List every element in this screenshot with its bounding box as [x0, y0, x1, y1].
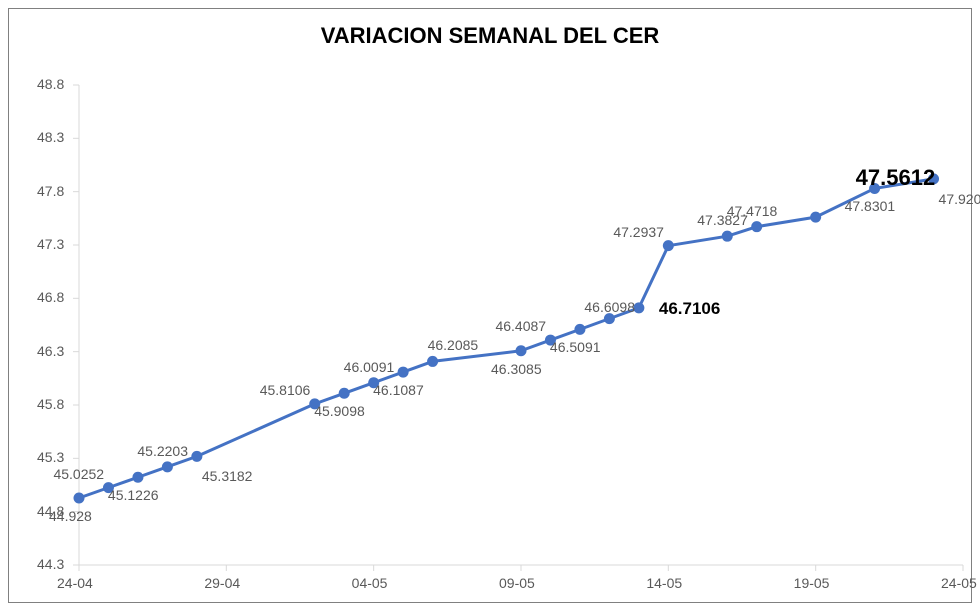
y-tick-label: 47.8 — [37, 183, 69, 199]
data-marker — [191, 451, 202, 462]
data-point-label: 46.4087 — [495, 318, 546, 334]
x-tick-label: 04-05 — [352, 575, 388, 591]
data-point-label: 46.1087 — [373, 382, 424, 398]
data-point-label: 47.2937 — [613, 224, 664, 240]
data-point-label: 46.7106 — [659, 299, 720, 319]
data-marker — [516, 345, 527, 356]
data-point-label: 45.0252 — [53, 466, 104, 482]
y-tick-label: 46.8 — [37, 289, 69, 305]
data-point-label: 45.1226 — [108, 487, 159, 503]
data-marker — [427, 356, 438, 367]
data-point-label: 46.2085 — [428, 337, 479, 353]
data-point-label: 45.3182 — [202, 468, 253, 484]
y-tick-label: 45.8 — [37, 396, 69, 412]
data-marker — [722, 231, 733, 242]
data-point-label: 45.8106 — [260, 382, 311, 398]
data-point-label: 47.8301 — [845, 198, 896, 214]
data-point-label: 46.0091 — [344, 359, 395, 375]
data-point-label: 47.5612 — [856, 165, 936, 191]
data-line — [79, 179, 934, 498]
y-tick-label: 48.3 — [37, 129, 69, 145]
data-point-label: 44.928 — [49, 508, 92, 524]
y-tick-label: 47.3 — [37, 236, 69, 252]
x-tick-label: 24-05 — [941, 575, 977, 591]
x-tick-label: 14-05 — [646, 575, 682, 591]
data-marker — [810, 212, 821, 223]
data-marker — [663, 240, 674, 251]
data-point-label: 46.6098 — [584, 299, 635, 315]
y-tick-label: 44.3 — [37, 556, 69, 572]
data-marker — [604, 313, 615, 324]
y-tick-label: 46.3 — [37, 343, 69, 359]
data-point-label: 45.2203 — [137, 443, 188, 459]
x-tick-label: 29-04 — [204, 575, 240, 591]
x-tick-label: 09-05 — [499, 575, 535, 591]
x-tick-label: 24-04 — [57, 575, 93, 591]
data-marker — [132, 472, 143, 483]
chart-title: VARIACION SEMANAL DEL CER — [9, 23, 971, 49]
chart-frame: VARIACION SEMANAL DEL CER 44.344.845.345… — [8, 8, 972, 603]
data-marker — [74, 493, 85, 504]
data-point-label: 47.9201 — [939, 191, 980, 207]
data-marker — [339, 388, 350, 399]
data-marker — [633, 302, 644, 313]
data-marker — [751, 221, 762, 232]
y-tick-label: 48.8 — [37, 76, 69, 92]
data-marker — [574, 324, 585, 335]
data-marker — [162, 461, 173, 472]
data-marker — [398, 367, 409, 378]
data-point-label: 45.9098 — [314, 403, 365, 419]
data-point-label: 46.3085 — [491, 361, 542, 377]
y-tick-label: 45.3 — [37, 449, 69, 465]
data-point-label: 46.5091 — [550, 339, 601, 355]
data-point-label: 47.4718 — [727, 203, 778, 219]
x-tick-label: 19-05 — [794, 575, 830, 591]
